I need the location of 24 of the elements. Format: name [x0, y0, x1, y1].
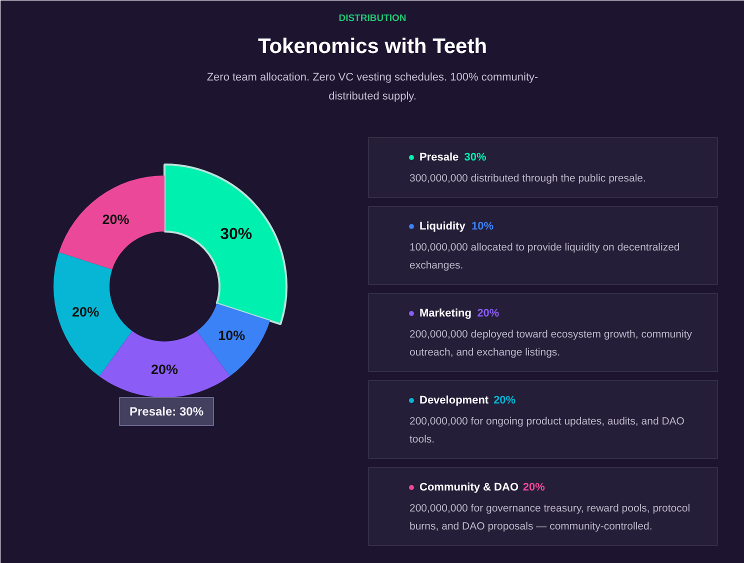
- text: 300,000,000 distributed through the public presale.: [410, 172, 646, 184]
- legend-label: Liquidity: [420, 220, 466, 232]
- data-label: 20%: [150, 362, 178, 377]
- text: 200,000,000 for ongoing product updates, audits, and DAO tools.: [410, 416, 684, 446]
- legend-label: Marketing: [420, 308, 472, 320]
- chart-subtitle: Zero team allocation. Zero VC vesting schedules. 100% community-distributed supply.: [206, 72, 539, 102]
- text: 10%: [472, 220, 494, 232]
- data-label: 20%: [102, 212, 130, 227]
- legend-label: Presale: [420, 152, 459, 164]
- data-label: 10%: [218, 328, 246, 343]
- text: 200,000,000 for governance treasury, reward pools, protocol burns, and DAO proposals — community-controlled.: [410, 502, 690, 532]
- text: 20%: [522, 482, 545, 494]
- legend-label: Community & DAO: [420, 482, 519, 494]
- text: 20%: [477, 308, 500, 320]
- text: 200,000,000 deployed toward ecosystem growth, community outreach, and exchange listings.: [410, 328, 693, 358]
- legend-label: Development: [420, 394, 489, 406]
- data-label: 20%: [72, 304, 100, 320]
- data-label: 30%: [220, 226, 252, 243]
- chart-title: Tokenomics with Teeth: [258, 35, 488, 58]
- text: DISTRIBUTION: [338, 13, 406, 24]
- text: 20%: [494, 394, 516, 406]
- text: Presale: 30%: [129, 404, 204, 418]
- text: 30%: [464, 152, 486, 164]
- text: 100,000,000 allocated to provide liquidity on decentralized exchanges.: [410, 242, 680, 272]
